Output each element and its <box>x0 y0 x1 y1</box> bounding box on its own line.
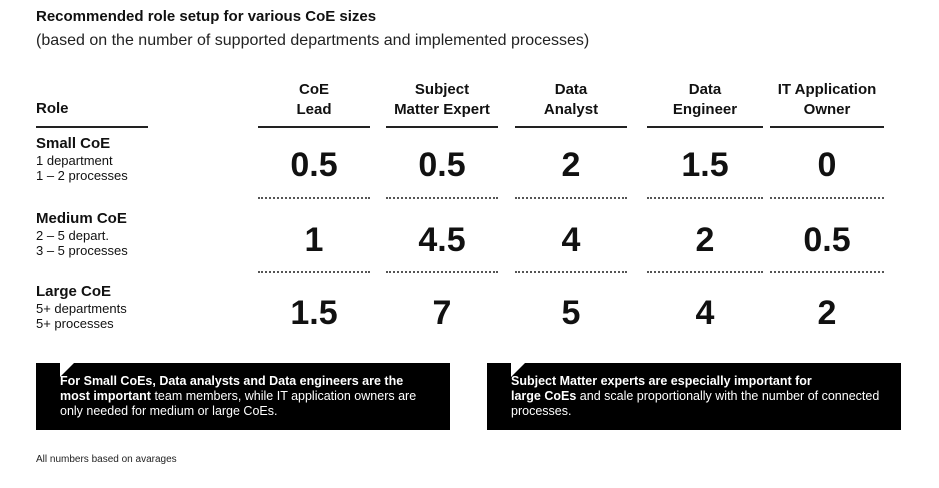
row-divider <box>770 197 884 199</box>
row-divider <box>386 197 498 199</box>
value-cell: 7 <box>432 294 452 332</box>
value-cell: 4.5 <box>418 221 466 259</box>
note-text: For Small CoEs, Data analysts and Data e… <box>60 374 417 418</box>
value-cell: 0.5 <box>803 221 851 259</box>
col-underline <box>515 126 627 128</box>
footnote: All numbers based on avarages <box>36 454 177 465</box>
role-header-underline <box>36 126 148 128</box>
role-column-header: Role <box>36 100 69 117</box>
row-label-small-coe: Small CoE 1 department 1 – 2 processes <box>36 135 128 183</box>
value-cell: 5 <box>561 294 581 332</box>
row-divider <box>770 271 884 273</box>
note-text: Subject Matter experts are especially im… <box>511 374 880 418</box>
row-divider <box>647 197 763 199</box>
row-divider <box>386 271 498 273</box>
value-cell: 2 <box>695 221 715 259</box>
row-divider <box>515 197 627 199</box>
page-title: Recommended role setup for various CoE s… <box>36 8 377 25</box>
col-underline <box>770 126 884 128</box>
value-cell: 0 <box>817 146 837 184</box>
row-divider <box>647 271 763 273</box>
value-cell: 2 <box>561 146 581 184</box>
col-header-sme: Subject Matter Expert <box>394 81 490 118</box>
col-header-data-analyst: Data Analyst <box>543 81 599 118</box>
col-header-coe-lead: CoE Lead <box>296 81 332 118</box>
row-divider <box>515 271 627 273</box>
row-label-medium-coe: Medium CoE 2 – 5 depart. 3 – 5 processes <box>36 210 128 258</box>
value-cell: 4 <box>695 294 715 332</box>
col-underline <box>386 126 498 128</box>
note-box-small-coe: For Small CoEs, Data analysts and Data e… <box>36 363 450 430</box>
row-divider <box>258 197 370 199</box>
value-cell: 2 <box>817 294 837 332</box>
col-underline <box>258 126 370 128</box>
value-cell: 4 <box>561 221 581 259</box>
corner-marker <box>511 363 525 377</box>
value-cell: 1 <box>304 221 324 259</box>
row-divider <box>258 271 370 273</box>
value-cell: 0.5 <box>418 146 466 184</box>
value-cell: 0.5 <box>290 146 338 184</box>
col-underline <box>647 126 763 128</box>
row-label-large-coe: Large CoE 5+ departments 5+ processes <box>36 283 127 331</box>
value-cell: 1.5 <box>681 146 729 184</box>
note-box-large-coe: Subject Matter experts are especially im… <box>487 363 901 430</box>
corner-marker <box>60 363 74 377</box>
col-header-it-app-owner: IT Application Owner <box>777 81 877 118</box>
value-cell: 1.5 <box>290 294 338 332</box>
page-subtitle: (based on the number of supported depart… <box>36 32 590 49</box>
col-header-data-engineer: Data Engineer <box>672 81 738 118</box>
